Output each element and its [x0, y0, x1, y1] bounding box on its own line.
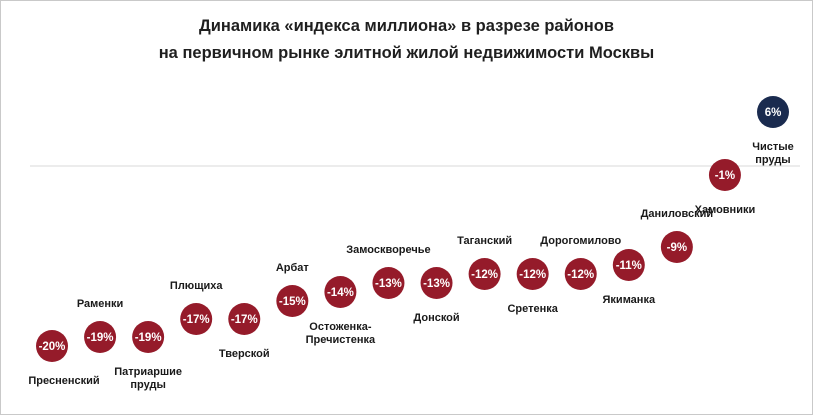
value-label: -12% [567, 269, 594, 281]
value-bubble [276, 285, 309, 317]
category-label: Донской [413, 312, 459, 324]
value-label: -15% [279, 296, 306, 308]
data-point: -9% Даниловский [641, 208, 714, 263]
value-bubble [564, 258, 597, 290]
category-label-line: Остоженка- [309, 321, 372, 333]
category-label-line: Таганский [457, 235, 512, 247]
data-point: -12% Таганский [457, 235, 512, 290]
value-bubble [468, 258, 501, 290]
data-point: -20% Пресненский [28, 330, 100, 387]
category-label: Пресненский [28, 375, 99, 387]
data-point: -19% Патриаршие пруды [114, 321, 182, 391]
category-label-line: Пресненский [28, 375, 99, 387]
value-bubble [132, 321, 165, 353]
data-point: -13% Донской [413, 267, 460, 324]
category-label: Арбат [276, 262, 310, 274]
data-point: -12% Сретенка [507, 258, 559, 315]
category-label-line: пруды [755, 154, 790, 166]
value-bubble [372, 267, 405, 299]
chart-title-block: Динамика «индекса миллиона» в разрезе ра… [1, 13, 812, 67]
category-label: Замоскворечье [346, 244, 430, 256]
category-label: Раменки [77, 298, 123, 310]
data-point: -12% Дорогомилово [540, 235, 621, 290]
value-label: -17% [183, 314, 210, 326]
chart-subtitle: на первичном рынке элитной жилой недвижи… [158, 44, 655, 62]
data-point: -11% Якиманка [603, 249, 656, 306]
value-label: -13% [423, 278, 450, 290]
category-label-line: Чистые [752, 141, 794, 153]
data-point: -17% Плющиха [170, 280, 223, 335]
category-label-line: Донской [413, 312, 459, 324]
data-point: -14% Остоженка-Пречистенка [306, 276, 376, 346]
category-label: Патриаршие пруды [114, 366, 182, 391]
value-bubble [36, 330, 68, 362]
value-bubble [612, 249, 645, 281]
category-label-line: Хамовники [695, 204, 756, 216]
category-label-line: Тверской [219, 348, 270, 360]
data-point: -1% Хамовники [695, 159, 756, 216]
category-label-line: Арбат [276, 262, 310, 274]
category-label: Даниловский [641, 208, 714, 220]
category-label: Дорогомилово [540, 235, 621, 247]
data-point: -19% Раменки [77, 298, 123, 353]
category-label-line: Замоскворечье [346, 244, 430, 256]
value-label: -9% [667, 242, 687, 254]
category-label-line: Сретенка [507, 303, 558, 315]
category-label-line: пруды [130, 379, 165, 391]
value-bubble [84, 321, 117, 353]
category-label-line: Якиманка [603, 294, 656, 306]
category-label: Таганский [457, 235, 512, 247]
category-label-line: Патриаршие [114, 366, 182, 378]
category-label: Сретенка [507, 303, 558, 315]
category-label-line: Даниловский [641, 208, 714, 220]
value-bubble [420, 267, 453, 299]
data-point: -17% Тверской [219, 303, 270, 360]
value-bubble [516, 258, 549, 290]
value-label: -12% [471, 269, 498, 281]
value-label: 6% [765, 107, 782, 119]
chart-title: Динамика «индекса миллиона» в разрезе ра… [198, 17, 614, 35]
value-bubble [180, 303, 213, 335]
value-label: -11% [616, 260, 642, 272]
value-bubble [660, 231, 693, 263]
category-label: Якиманка [603, 294, 656, 306]
value-bubble [324, 276, 357, 308]
category-label-line: Раменки [77, 298, 123, 310]
category-label-line: Пречистенка [306, 334, 376, 346]
category-label-line: Плющиха [170, 280, 223, 292]
category-label: Плющиха [170, 280, 223, 292]
category-label: Остоженка-Пречистенка [306, 321, 376, 346]
value-label: -13% [375, 278, 402, 290]
category-label: Хамовники [695, 204, 756, 216]
data-point: -15% Арбат [276, 262, 310, 317]
value-label: -19% [87, 332, 114, 344]
value-label: -14% [327, 287, 354, 299]
value-label: -1% [715, 170, 735, 182]
value-label: -19% [135, 332, 162, 344]
value-bubble [757, 96, 789, 128]
value-label: -17% [231, 314, 258, 326]
data-point: -13% Замоскворечье [346, 244, 431, 299]
category-label: Тверской [219, 348, 270, 360]
data-point: 6% Чистые пруды [752, 96, 794, 166]
category-label: Чистые пруды [752, 141, 794, 166]
category-label-line: Дорогомилово [540, 235, 621, 247]
value-label: -12% [519, 269, 546, 281]
value-label: -20% [39, 341, 66, 353]
value-bubble [228, 303, 261, 335]
value-bubble [708, 159, 741, 191]
